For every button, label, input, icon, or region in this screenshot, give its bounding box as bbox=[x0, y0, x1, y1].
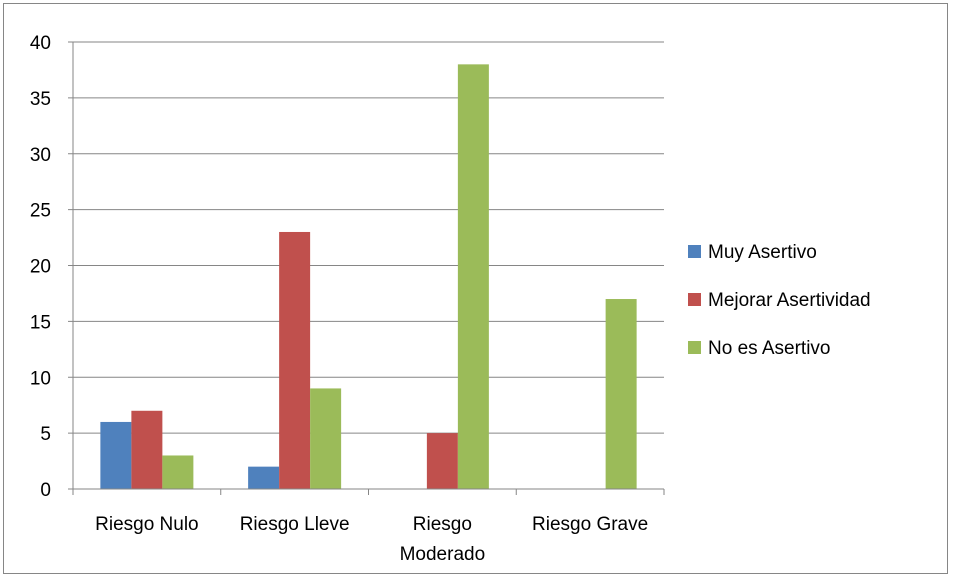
x-category-label: Riesgo Grave bbox=[532, 514, 648, 535]
legend-swatch bbox=[688, 341, 701, 354]
y-tick-label: 0 bbox=[40, 480, 51, 501]
bar bbox=[100, 421, 132, 489]
bar bbox=[426, 433, 458, 489]
legend-label: No es Asertivo bbox=[708, 338, 831, 359]
bar bbox=[248, 466, 280, 489]
bar bbox=[279, 231, 311, 489]
y-tick-label: 30 bbox=[30, 145, 51, 166]
x-category-label: Moderado bbox=[400, 544, 486, 565]
legend: Muy Asertivo Mejorar Asertividad No es Ase… bbox=[688, 242, 871, 359]
legend-swatch bbox=[688, 293, 701, 306]
bar bbox=[457, 64, 489, 489]
y-tick-label: 5 bbox=[40, 424, 51, 445]
bar bbox=[131, 410, 163, 489]
bar bbox=[310, 388, 342, 489]
legend-swatch bbox=[688, 245, 701, 258]
bars bbox=[100, 64, 637, 489]
x-category-label: Riesgo Lleve bbox=[240, 514, 350, 535]
x-category-label: Riesgo Nulo bbox=[95, 514, 199, 535]
y-tick-label: 40 bbox=[30, 33, 51, 54]
gridlines bbox=[73, 41, 664, 434]
axes bbox=[68, 41, 665, 495]
y-tick-label: 10 bbox=[30, 368, 51, 389]
y-tick-label: 15 bbox=[30, 312, 51, 333]
x-category-label: Riesgo bbox=[413, 514, 472, 535]
bar bbox=[162, 455, 194, 489]
bar bbox=[605, 299, 637, 489]
y-tick-label: 20 bbox=[30, 257, 51, 278]
legend-label: Muy Asertivo bbox=[708, 242, 817, 263]
legend-label: Mejorar Asertividad bbox=[708, 290, 871, 311]
x-axis-category-labels: Riesgo Nulo Riesgo Lleve Riesgo Moderado Rie… bbox=[95, 514, 648, 565]
y-tick-label: 35 bbox=[30, 89, 51, 110]
y-tick-label: 25 bbox=[30, 201, 51, 222]
y-axis-tick-labels: 0 5 10 15 20 25 30 35 40 bbox=[30, 33, 51, 501]
